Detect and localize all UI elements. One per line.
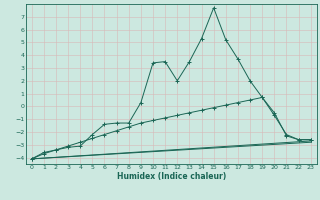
- X-axis label: Humidex (Indice chaleur): Humidex (Indice chaleur): [116, 172, 226, 181]
